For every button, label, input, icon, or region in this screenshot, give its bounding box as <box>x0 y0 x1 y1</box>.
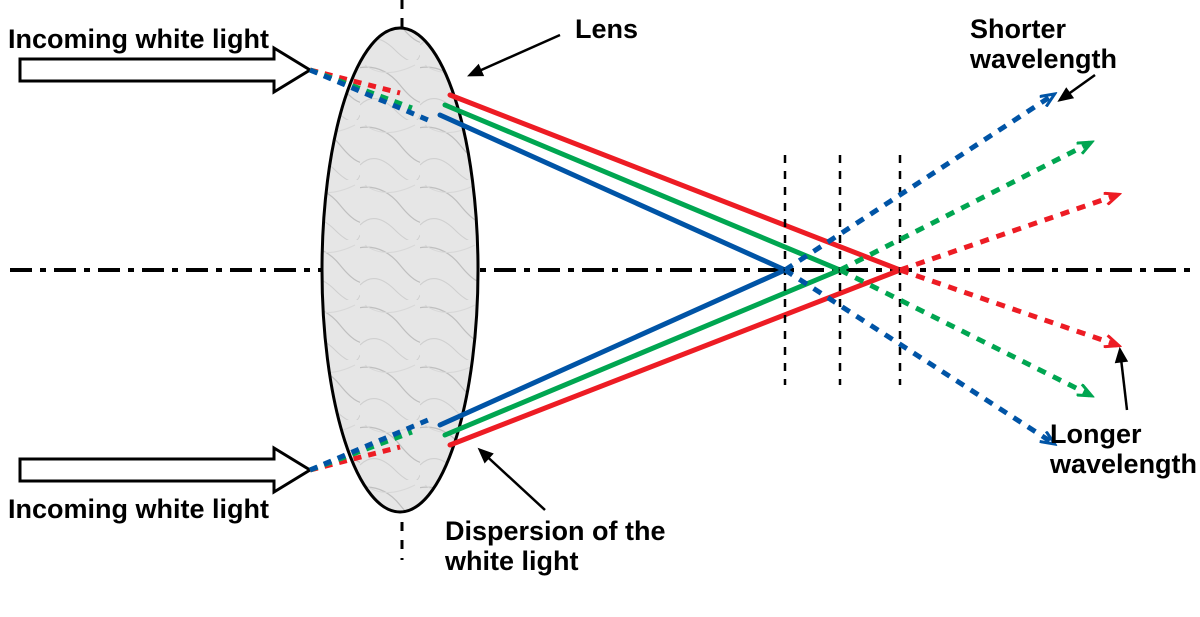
diverge-top-red <box>900 195 1117 270</box>
lens <box>322 28 478 512</box>
incoming-arrow-bottom <box>20 448 310 492</box>
ray-top-blue <box>440 115 785 270</box>
label-longer-wavelength: Longer wavelength <box>1050 420 1197 479</box>
diverge-top-green <box>840 143 1090 270</box>
callout-lens <box>470 35 560 75</box>
label-incoming-top: Incoming white light <box>8 25 269 55</box>
callout-shorter <box>1060 75 1095 100</box>
label-shorter-wavelength: Shorter wavelength <box>970 15 1117 74</box>
label-incoming-bottom: Incoming white light <box>8 495 269 525</box>
ray-top-green <box>445 105 840 270</box>
callout-dispersion <box>480 450 545 510</box>
ray-bot-green <box>445 270 840 435</box>
diverge-bot-green <box>840 270 1090 395</box>
callout-longer <box>1120 350 1127 410</box>
ray-top-red <box>450 95 900 270</box>
diverge-bot-red <box>900 270 1117 345</box>
ray-bot-blue <box>440 270 785 425</box>
ray-bot-red <box>450 270 900 445</box>
label-lens: Lens <box>575 15 638 45</box>
label-dispersion: Dispersion of the white light <box>445 517 666 576</box>
